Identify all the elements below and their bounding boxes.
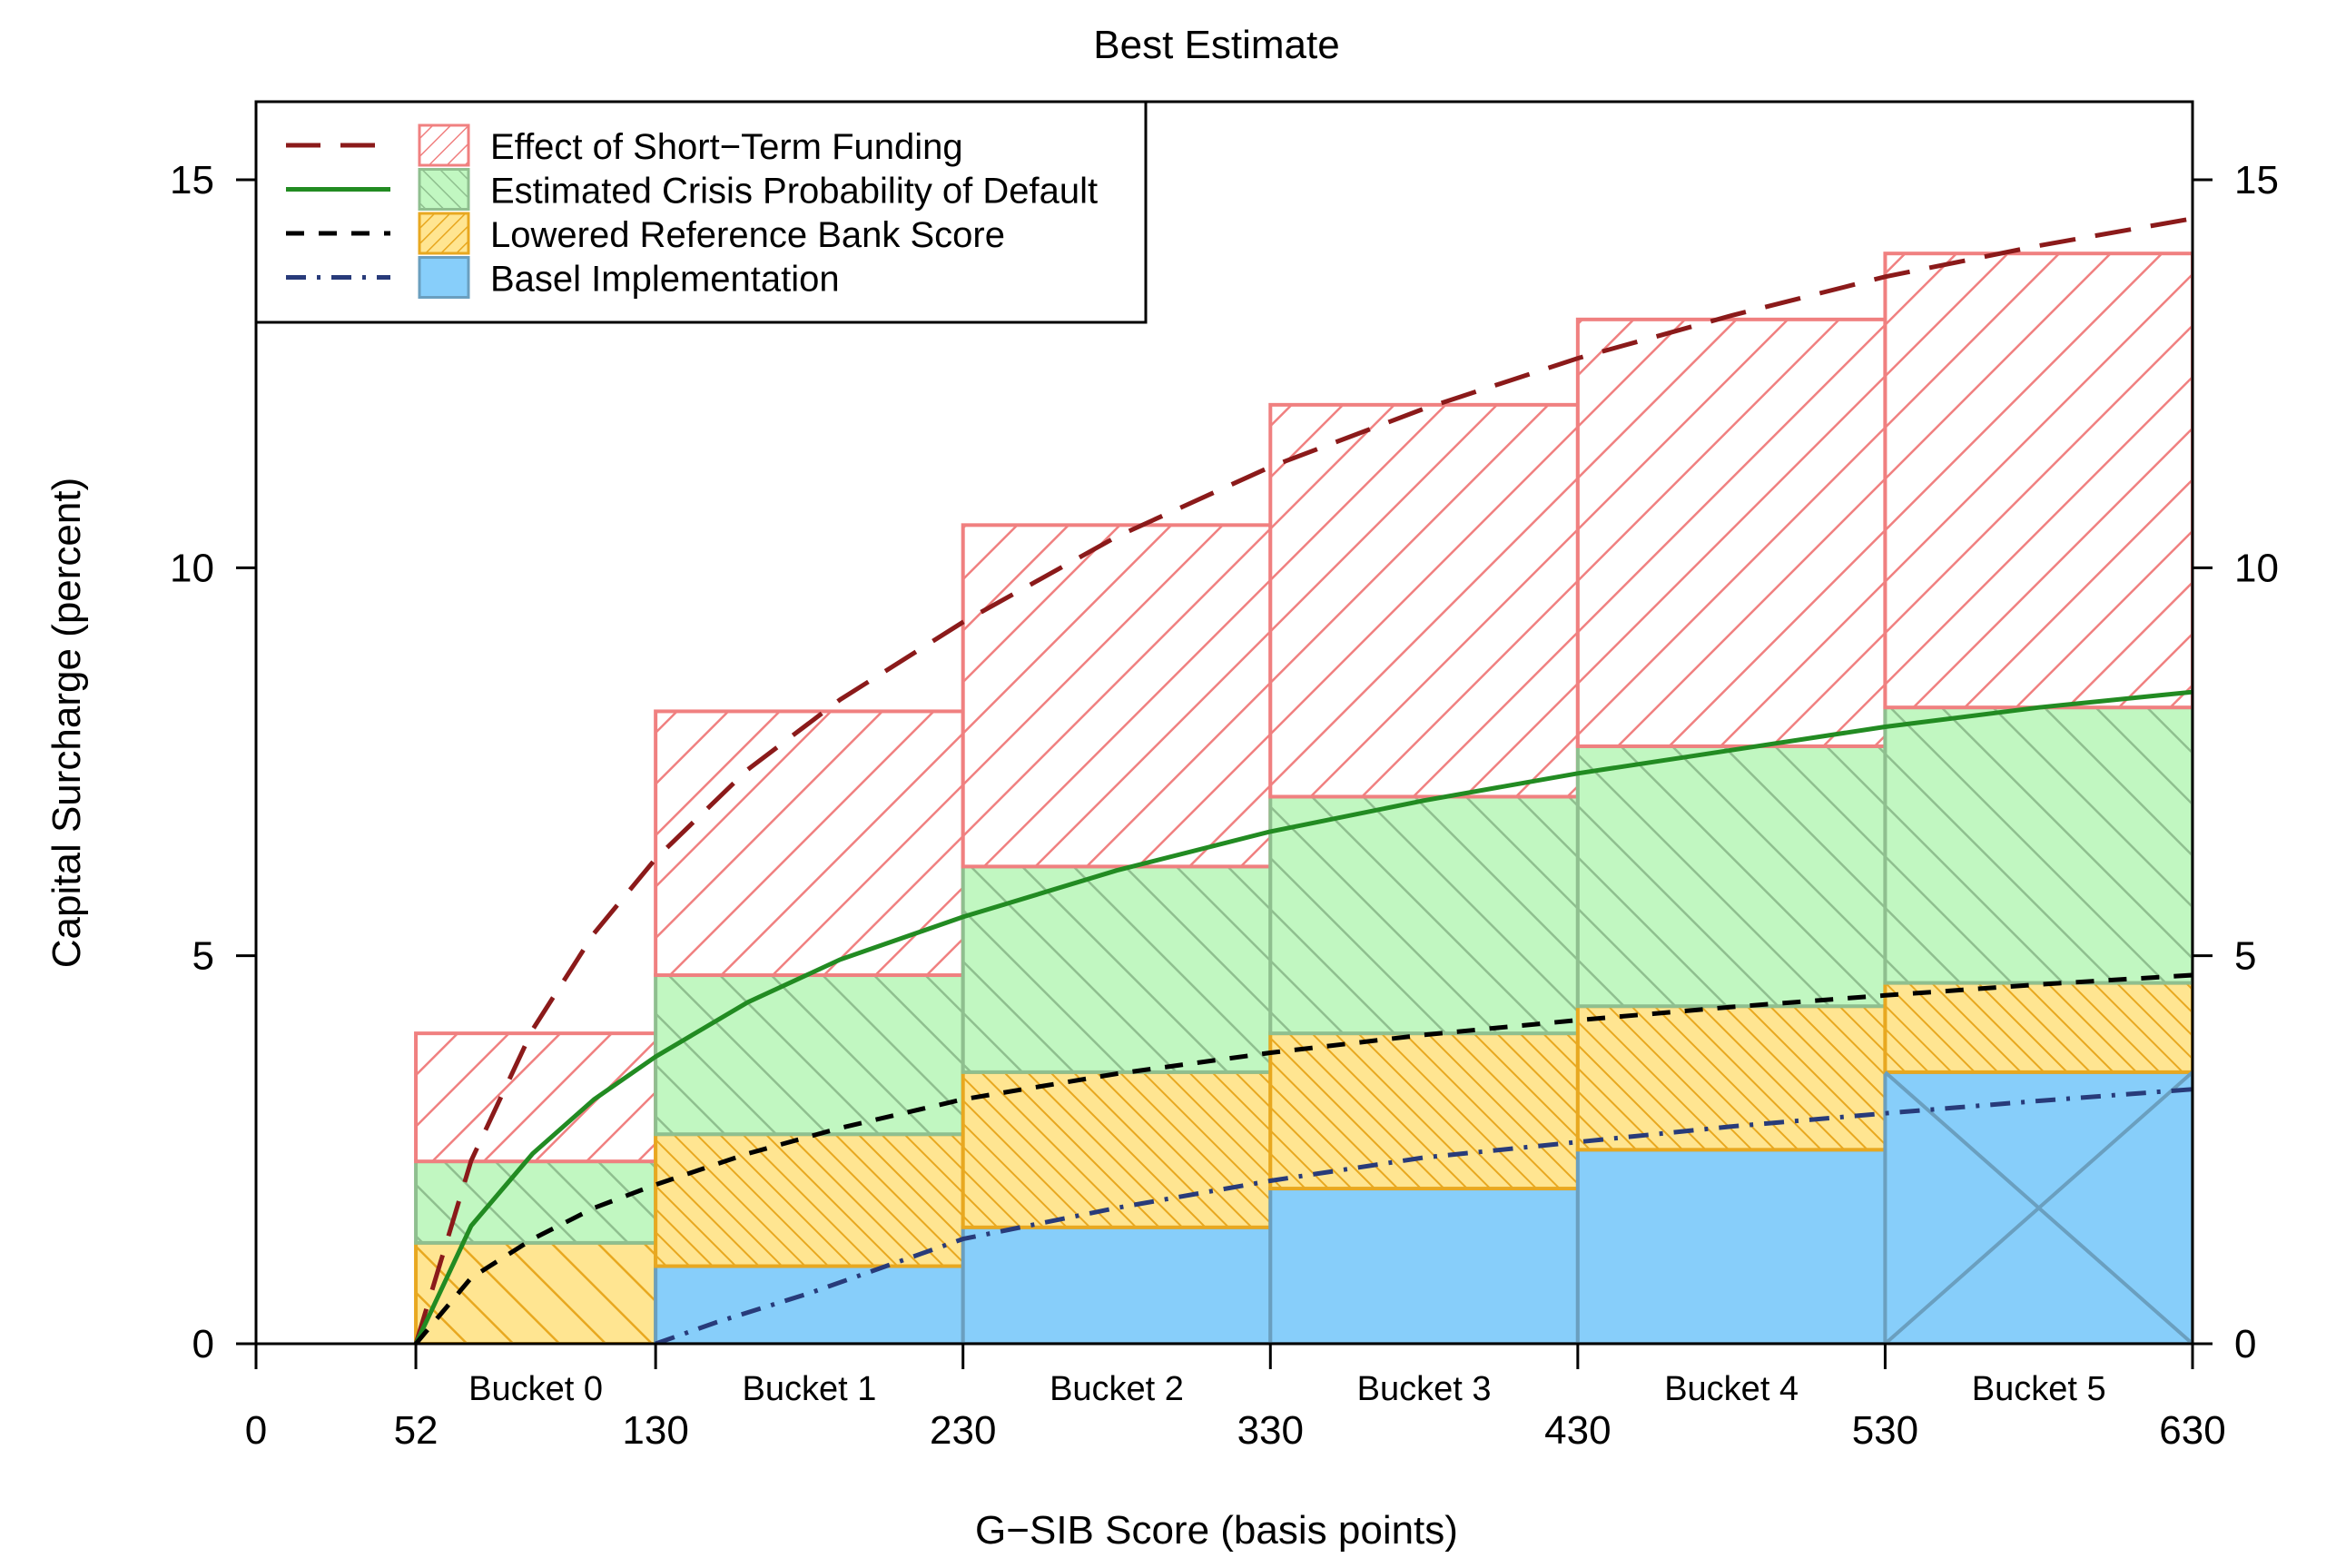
bar-segment (1268, 1187, 1580, 1344)
bucket-label: Bucket 3 (1357, 1370, 1492, 1408)
bar-segment (1575, 1148, 1887, 1344)
bucket-label: Bucket 4 (1664, 1370, 1799, 1408)
y-tick-label-left: 10 (170, 546, 214, 590)
bar-segment (654, 1132, 965, 1268)
legend-fill-swatch (418, 123, 470, 167)
bar-segment (961, 864, 1273, 1074)
bar-segment (961, 1070, 1273, 1229)
y-tick-label-left: 15 (170, 158, 214, 202)
x-axis-label: G−SIB Score (basis points) (975, 1508, 1458, 1553)
x-tick-label: 430 (1544, 1408, 1611, 1453)
legend-box (254, 100, 1148, 324)
y-tick-label-left: 0 (192, 1322, 214, 1366)
legend-label: Effect of Short−Term Funding (490, 127, 963, 167)
bar-segment (654, 709, 965, 978)
x-tick-label: 52 (394, 1408, 439, 1453)
y-tick-label-right: 5 (2234, 934, 2256, 979)
y-tick-label-right: 0 (2234, 1322, 2256, 1366)
y-tick-label-right: 15 (2234, 158, 2279, 202)
bar-segment (1268, 1031, 1580, 1191)
curve-line (413, 216, 2193, 1344)
bar-segment (1883, 981, 2193, 1074)
plot-frame (254, 100, 2194, 1346)
bar-segment (654, 1264, 965, 1344)
x-tick-label: 530 (1852, 1408, 1918, 1453)
x-tick-label: 0 (245, 1408, 267, 1453)
curve-line (414, 972, 2193, 1344)
bar-segment (1575, 317, 1887, 748)
legend-label: Estimated Crisis Probability of Default (490, 172, 1098, 212)
bar-segment (414, 1240, 658, 1344)
legend-label: Lowered Reference Bank Score (490, 215, 1005, 255)
bar-segment (1268, 794, 1580, 1036)
legend-label: Basel Implementation (490, 260, 840, 300)
curve-line (413, 689, 2193, 1344)
x-tick-label: 130 (622, 1408, 688, 1453)
legend-fill-swatch (418, 256, 470, 299)
bars-layer (414, 251, 2193, 1344)
y-tick-label-right: 10 (2234, 546, 2279, 590)
bar-segment (961, 523, 1273, 869)
y-tick-label-left: 5 (192, 934, 214, 979)
legend: Effect of Short−Term Funding Estimated Cr… (254, 100, 1148, 324)
bucket-label: Bucket 2 (1050, 1370, 1184, 1408)
bucket-label: Bucket 0 (468, 1370, 603, 1408)
bar-segment (1268, 402, 1580, 799)
bucket5-cross-b (1884, 1070, 2193, 1344)
legend-fill-swatch (418, 212, 470, 255)
chart-title: Best Estimate (1093, 23, 1339, 67)
x-tick-label: 230 (930, 1408, 996, 1453)
curve-line (655, 1087, 2193, 1344)
curves-layer (413, 216, 2193, 1344)
x-tick-label: 630 (2159, 1408, 2225, 1453)
bucket-label: Bucket 5 (1972, 1370, 2106, 1408)
x-tick-label: 330 (1237, 1408, 1304, 1453)
legend-fill-swatch (418, 168, 470, 211)
bar-segment (1575, 744, 1887, 1009)
bar-segment (414, 1159, 658, 1245)
bucket-label: Bucket 1 (742, 1370, 876, 1408)
bar-segment (961, 1225, 1273, 1344)
bar-segment (1883, 251, 2193, 710)
bar-segment (414, 1031, 658, 1164)
bar-segment (1883, 705, 2193, 985)
y-axis-label: Capital Surcharge (percent) (44, 478, 89, 968)
